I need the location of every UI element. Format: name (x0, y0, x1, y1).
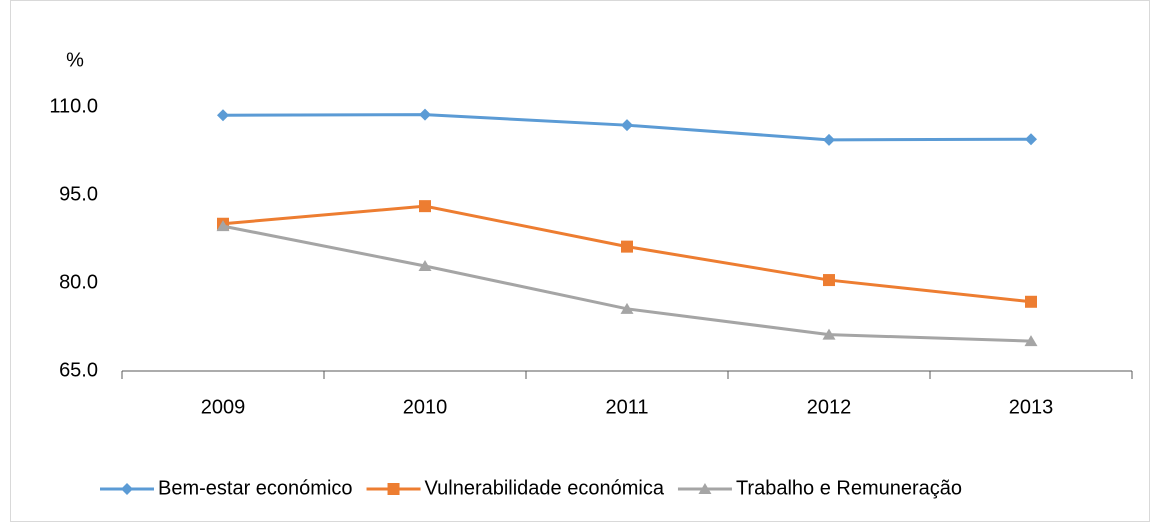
marker (1024, 335, 1038, 347)
marker (217, 109, 229, 122)
x-tick-label: 2010 (403, 396, 448, 418)
y-tick-label: 65.0 (59, 359, 98, 381)
x-tick-label: 2009 (201, 396, 246, 418)
legend-entry: Trabalho e Remuneração (677, 477, 962, 499)
marker (822, 328, 836, 340)
marker (823, 274, 835, 287)
legend-label: Vulnerabilidade económica (425, 477, 665, 499)
legend-marker (698, 483, 712, 494)
marker (1025, 133, 1037, 146)
marker (823, 133, 835, 146)
marker (418, 259, 432, 271)
legend-entry: Bem-estar económico (100, 477, 353, 499)
y-tick-label: 95.0 (59, 183, 98, 205)
y-axis-label: % (66, 49, 84, 71)
marker (216, 220, 230, 232)
marker (620, 302, 634, 314)
x-tick-label: 2013 (1009, 396, 1054, 418)
marker (621, 119, 633, 132)
marker (419, 108, 431, 121)
legend-marker (387, 483, 400, 495)
legend-marker (121, 483, 133, 495)
marker (1025, 295, 1037, 308)
legend-label: Bem-estar económico (158, 477, 353, 499)
x-tick-label: 2012 (807, 396, 852, 418)
x-tick-label: 2011 (605, 396, 648, 418)
y-tick-label: 80.0 (59, 271, 98, 293)
legend-label: Trabalho e Remuneração (736, 477, 962, 499)
y-tick-label: 110.0 (49, 95, 98, 117)
marker (419, 200, 431, 213)
chart-frame (10, 0, 1150, 522)
marker (621, 240, 633, 253)
legend-entry: Vulnerabilidade económica (366, 477, 665, 499)
